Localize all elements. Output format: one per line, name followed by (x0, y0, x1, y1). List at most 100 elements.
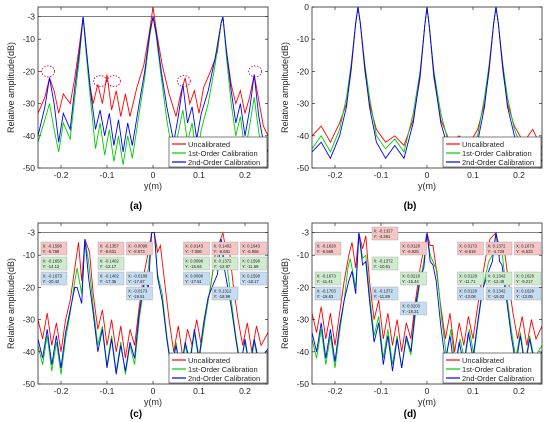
y-tick-label: -50 (297, 163, 310, 173)
datatip-x-text: X: -0.1327 (374, 229, 394, 234)
datatip-box (183, 241, 210, 256)
datatip-x-text: X: -0.1658 (43, 259, 63, 264)
legend-label: 1st-Order Calibration (462, 365, 532, 374)
x-tick-label: 0.1 (193, 386, 205, 396)
datatip-x-text: X: 0.0173 (459, 244, 478, 249)
legend-label: 1st-Order Calibration (188, 149, 258, 158)
series-line-2nd-order-calibration (312, 7, 542, 162)
x-tick-label: 0.1 (193, 170, 205, 180)
datatip-y-text: Y: -13.05 (516, 294, 533, 299)
y-tick-label: 0 (304, 2, 309, 12)
datatip-box (514, 286, 541, 301)
datatip-box (240, 271, 267, 286)
y-tick-label: -10 (297, 250, 310, 260)
datatip-x-text: X: 0.0098 (185, 259, 204, 264)
panel-2: -50 -40 -30 -20 -10 0 -0.2 -0.1 0 0.1 0.2 y(m) Relat… (280, 2, 543, 212)
datatip-box (40, 256, 68, 271)
legend-label: 2nd-Order Calibration (188, 158, 260, 167)
datatip-box (97, 256, 125, 271)
x-axis-label: y(m) (144, 397, 162, 407)
datatip-x-text: X: -0.1598 (43, 244, 63, 249)
datatip-y-text: Y: -8.873 (128, 249, 145, 254)
datatip-x-text: X: 0.0128 (459, 274, 478, 279)
datatip-y-text: Y: -12.97 (214, 264, 231, 269)
datatip-x-text: X: 0.1598 (242, 259, 261, 264)
legend-label: 2nd-Order Calibration (462, 158, 534, 167)
datatip-x-text: X: -0.1402 (100, 274, 120, 279)
legend-label: 2nd-Order Calibration (188, 374, 260, 383)
highlight-circle-5 (248, 65, 263, 78)
x-tick-label: 0.1 (467, 386, 479, 396)
y-tick-label: -3 (27, 12, 35, 22)
datatip-y-text: Y: -17.67 (128, 279, 145, 284)
datatip-y-text: Y: -6.533 (516, 249, 533, 254)
panel-label: (c) (130, 409, 142, 420)
datatip-box (457, 241, 484, 256)
legend-label: Uncalibrated (188, 140, 230, 149)
datatip-box (97, 271, 125, 286)
x-axis-label: y(m) (418, 397, 436, 407)
datatip-y-text: Y: -15.84 (185, 264, 202, 269)
highlight-circle-2 (93, 75, 108, 88)
x-tick-label: 0 (151, 170, 156, 180)
datatip-x-text: X: 0.1628 (516, 289, 535, 294)
datatip-box (211, 241, 239, 256)
panel-label: (d) (404, 409, 417, 420)
datatip-y-text: Y: -10.61 (374, 264, 391, 269)
datatip-y-text: Y: -6.568 (317, 249, 334, 254)
x-tick-label: -0.1 (100, 386, 115, 396)
x-tick-label: 0.2 (239, 170, 251, 180)
x-tick-label: -0.1 (374, 170, 389, 180)
y-axis-label: Relative amplitude(dB) (280, 42, 290, 133)
series-group (38, 7, 268, 165)
y-tick-label: -10 (23, 34, 36, 44)
datatip-box (457, 271, 484, 286)
datatip-box (314, 241, 342, 256)
legend-label: Uncalibrated (462, 140, 504, 149)
datatip-box (514, 271, 541, 286)
datatip-box (485, 286, 513, 301)
x-tick-label: 0.1 (467, 170, 479, 180)
datatip-y-text: Y: -6.788 (43, 249, 60, 254)
datatip-box (371, 286, 399, 301)
datatip-x-text: X: -0.1673 (43, 274, 63, 279)
datatip-y-text: Y: -18.21 (402, 309, 419, 314)
datatip-box (211, 256, 239, 271)
datatip-y-text: Y: -6.956 (242, 249, 259, 254)
datatip-box (183, 271, 210, 286)
y-tick-label: -40 (23, 131, 36, 141)
datatip-x-text: X: 0.1628 (516, 274, 535, 279)
datatip-x-text: X: 0.0098 (185, 274, 204, 279)
y-tick-label: -20 (23, 282, 36, 292)
datatip-y-text: Y: -12.49 (488, 279, 505, 284)
y-tick-label: -30 (297, 315, 310, 325)
datatip-box (485, 241, 513, 256)
datatip-y-text: Y: -6.681 (214, 249, 231, 254)
datatip-box (400, 241, 427, 256)
datatip-x-text: X: 0.0218 (402, 274, 421, 279)
datatip-box (400, 301, 427, 316)
y-tick-label: -20 (297, 282, 310, 292)
datatip-y-text: Y: -18.99 (214, 294, 231, 299)
x-tick-label: 0.2 (513, 386, 525, 396)
